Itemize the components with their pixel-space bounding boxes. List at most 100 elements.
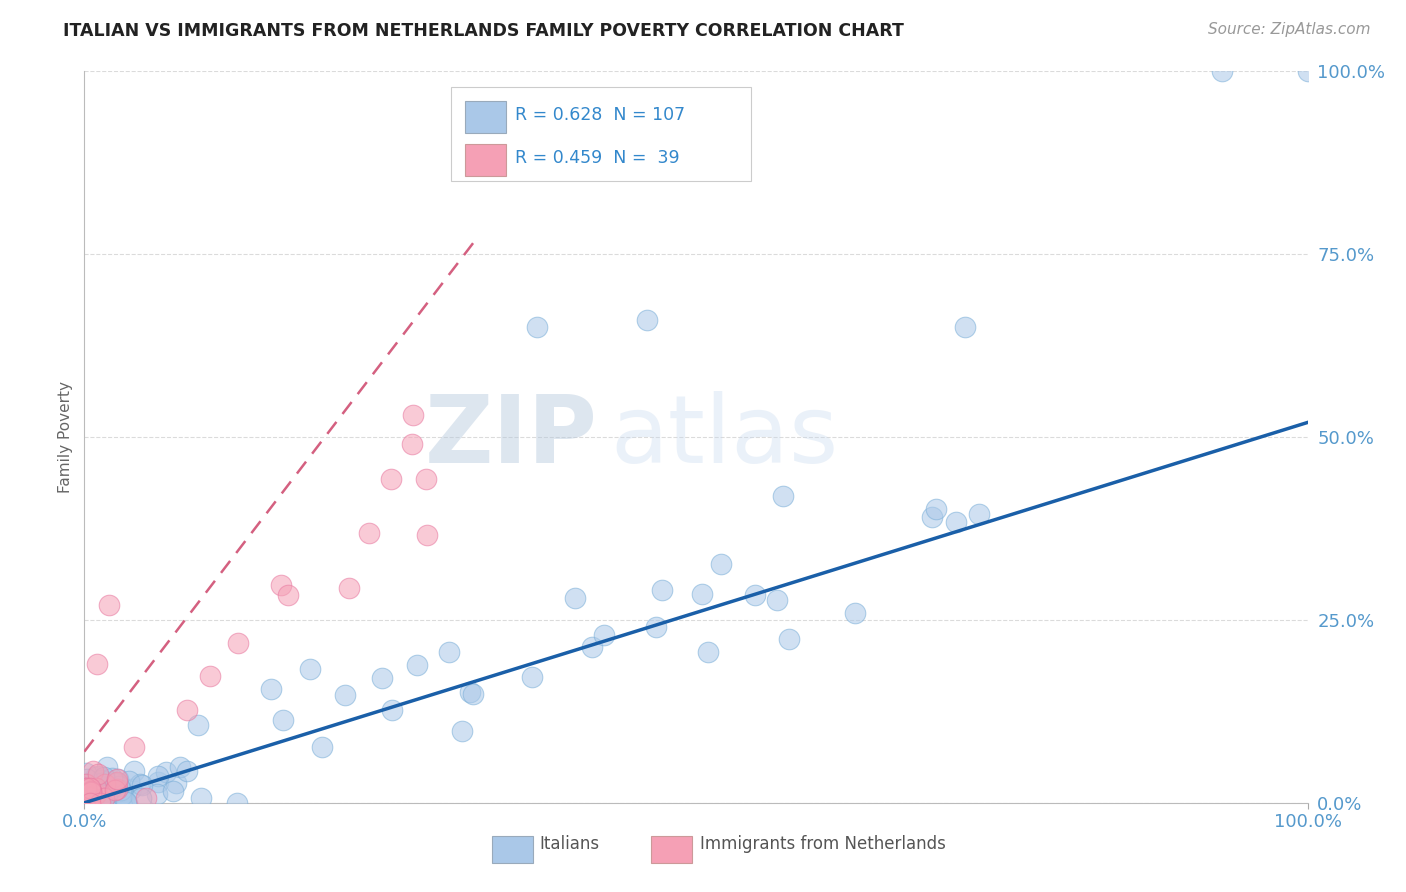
Point xyxy=(94,774,117,789)
Point xyxy=(945,515,967,529)
Point xyxy=(401,437,423,451)
Point xyxy=(111,788,134,802)
Point xyxy=(79,796,101,810)
Point xyxy=(79,790,101,805)
Point xyxy=(270,578,292,592)
Point xyxy=(90,789,112,804)
Point xyxy=(87,768,110,782)
Point xyxy=(299,662,322,676)
Point xyxy=(75,780,97,795)
Point xyxy=(104,783,127,797)
Point xyxy=(75,782,97,797)
Point xyxy=(80,784,103,798)
Point xyxy=(93,791,115,805)
Point xyxy=(90,776,112,790)
Point xyxy=(526,320,548,334)
Point xyxy=(114,796,136,810)
Text: Source: ZipAtlas.com: Source: ZipAtlas.com xyxy=(1208,22,1371,37)
Point xyxy=(83,786,105,800)
Point xyxy=(162,783,184,797)
Point xyxy=(402,409,425,423)
Point xyxy=(644,620,666,634)
Point xyxy=(75,778,97,792)
Point xyxy=(84,794,107,808)
Point xyxy=(380,471,402,485)
Text: Immigrants from Netherlands: Immigrants from Netherlands xyxy=(700,836,945,854)
Point xyxy=(76,796,98,810)
Point xyxy=(129,777,152,791)
Point xyxy=(77,791,100,805)
Point xyxy=(437,644,460,658)
Point xyxy=(135,791,157,805)
Point xyxy=(83,770,105,784)
Point xyxy=(1211,64,1233,78)
FancyBboxPatch shape xyxy=(465,101,506,133)
Point xyxy=(461,687,484,701)
Point xyxy=(84,783,107,797)
Point xyxy=(98,785,121,799)
Point xyxy=(104,776,127,790)
Point xyxy=(86,778,108,792)
Text: ITALIAN VS IMMIGRANTS FROM NETHERLANDS FAMILY POVERTY CORRELATION CHART: ITALIAN VS IMMIGRANTS FROM NETHERLANDS F… xyxy=(63,22,904,40)
Point xyxy=(105,772,128,787)
Point xyxy=(96,788,118,802)
Point xyxy=(406,657,429,672)
Point xyxy=(87,777,110,791)
Point xyxy=(84,783,107,797)
Point xyxy=(93,789,115,803)
Point xyxy=(105,776,128,790)
Point xyxy=(93,788,115,802)
Point xyxy=(357,526,380,541)
Point xyxy=(122,739,145,754)
Point xyxy=(79,790,101,805)
Point xyxy=(101,771,124,785)
Point xyxy=(87,766,110,780)
Point xyxy=(169,760,191,774)
Point xyxy=(79,781,101,796)
Point xyxy=(101,789,124,804)
Point xyxy=(83,773,105,788)
Point xyxy=(97,787,120,801)
Y-axis label: Family Poverty: Family Poverty xyxy=(58,381,73,493)
Point xyxy=(1296,64,1319,78)
Point xyxy=(696,645,718,659)
Point xyxy=(772,489,794,503)
Point xyxy=(953,320,976,334)
Point xyxy=(581,640,603,654)
Point xyxy=(86,657,108,671)
Point xyxy=(765,593,787,607)
Text: R = 0.459  N =  39: R = 0.459 N = 39 xyxy=(515,150,679,168)
Point xyxy=(778,632,800,647)
Point xyxy=(75,766,97,780)
Point xyxy=(337,581,360,595)
Point xyxy=(190,790,212,805)
Point xyxy=(107,782,129,797)
Point xyxy=(592,628,614,642)
Point xyxy=(97,599,120,613)
FancyBboxPatch shape xyxy=(651,837,692,863)
Point xyxy=(131,778,153,792)
Point xyxy=(79,784,101,798)
Point xyxy=(921,510,943,524)
Point xyxy=(146,787,169,801)
Point xyxy=(636,313,658,327)
Text: ZIP: ZIP xyxy=(425,391,598,483)
Point xyxy=(97,779,120,793)
Point xyxy=(75,780,97,795)
Point xyxy=(112,794,135,808)
Point xyxy=(94,796,117,810)
Point xyxy=(82,787,104,801)
Point xyxy=(226,796,249,810)
Point xyxy=(93,770,115,784)
Point xyxy=(91,780,114,795)
Point xyxy=(96,792,118,806)
Point xyxy=(844,607,866,621)
Point xyxy=(86,787,108,801)
Point xyxy=(80,785,103,799)
Text: atlas: atlas xyxy=(610,391,838,483)
Point xyxy=(80,793,103,807)
Point xyxy=(187,718,209,732)
Point xyxy=(129,791,152,805)
Point xyxy=(176,764,198,779)
Point xyxy=(108,779,131,793)
